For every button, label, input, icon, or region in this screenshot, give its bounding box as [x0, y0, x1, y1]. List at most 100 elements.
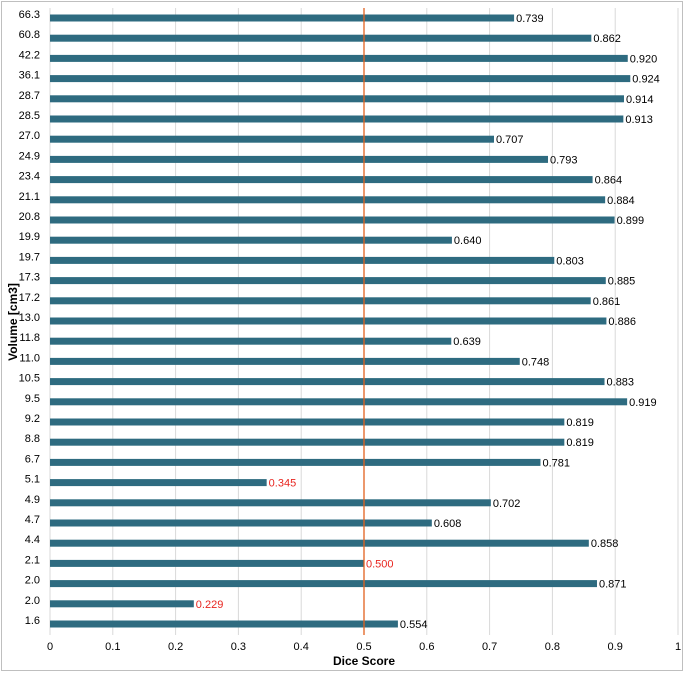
bar	[50, 458, 541, 466]
bar	[50, 216, 615, 224]
bar-value-label: 0.639	[453, 336, 481, 348]
bar-value-label: 0.883	[607, 377, 635, 389]
value-labels: 0.739 0.862 0.920 0.924 0.914 0.913 0.707 0.793…	[196, 13, 660, 631]
y-tick-label: 36.1	[19, 70, 40, 82]
x-tick-label: 0.2	[168, 641, 183, 653]
bar-value-label: 0.702	[493, 498, 521, 510]
bar	[50, 75, 631, 83]
y-tick-label: 17.3	[19, 272, 40, 284]
bar-value-label: 0.229	[196, 599, 224, 611]
bar	[50, 398, 628, 406]
bar	[50, 519, 432, 527]
bar	[50, 54, 628, 62]
bar	[50, 317, 607, 325]
bar	[50, 176, 593, 184]
bar-value-label: 0.739	[516, 13, 544, 25]
y-tick-label: 2.0	[25, 595, 40, 607]
bar-value-label: 0.640	[454, 235, 482, 247]
bar	[50, 256, 555, 264]
y-tick-label: 42.2	[19, 49, 40, 61]
bar-value-label: 0.748	[522, 356, 550, 368]
y-tick-label: 6.7	[25, 453, 40, 465]
y-tick-label: 17.2	[19, 292, 40, 304]
y-tick-label: 2.1	[25, 554, 40, 566]
y-tick-label: 13.0	[19, 312, 40, 324]
y-tick-label: 2.0	[25, 575, 40, 587]
y-tick-label: 23.4	[19, 171, 40, 183]
y-tick-label: 11.8	[19, 332, 40, 344]
bar	[50, 236, 452, 244]
x-tick-label: 0.6	[419, 641, 434, 653]
bar-value-label: 0.781	[542, 457, 570, 469]
bar	[50, 196, 606, 204]
y-tick-labels: 66.3 60.8 42.2 36.1 28.7 28.5 27.0 24.9 23.4 21.1…	[19, 9, 40, 627]
y-axis-title: Volume [cm3]	[6, 283, 20, 361]
bar	[50, 297, 591, 305]
bar-value-label: 0.707	[496, 134, 524, 146]
bar	[50, 337, 452, 345]
y-tick-label: 4.4	[25, 534, 40, 546]
bar-value-label: 0.819	[566, 437, 594, 449]
y-tick-label: 4.7	[25, 514, 40, 526]
y-tick-label: 5.1	[25, 474, 40, 486]
bar-value-label: 0.899	[617, 215, 645, 227]
y-tick-label: 60.8	[19, 29, 40, 41]
y-tick-label: 21.1	[19, 191, 40, 203]
bar-value-label: 0.884	[607, 195, 635, 207]
bar-value-label: 0.608	[434, 518, 462, 530]
bar-value-label: 0.862	[593, 33, 621, 45]
bar-value-label: 0.913	[625, 114, 653, 126]
y-tick-label: 11.0	[19, 352, 40, 364]
y-tick-label: 8.8	[25, 433, 40, 445]
x-tick-label: 0.5	[356, 641, 371, 653]
y-tick-label: 19.9	[19, 231, 40, 243]
y-tick-label: 66.3	[19, 9, 40, 21]
bar	[50, 155, 549, 163]
bar	[50, 135, 494, 143]
bar	[50, 115, 624, 123]
bar-value-label: 0.554	[400, 619, 428, 631]
x-axis-title: Dice Score	[333, 654, 395, 668]
y-tick-label: 9.2	[25, 413, 40, 425]
bar	[50, 499, 491, 507]
y-tick-label: 28.5	[19, 110, 40, 122]
bar-value-label: 0.858	[591, 538, 619, 550]
x-tick-label: 0.3	[231, 641, 246, 653]
x-tick-label: 0.4	[294, 641, 309, 653]
x-tick-label: 0.9	[608, 641, 623, 653]
y-tick-label: 27.0	[19, 130, 40, 142]
bar	[50, 559, 364, 567]
y-tick-label: 19.7	[19, 251, 40, 263]
bar	[50, 14, 515, 22]
x-tick-label: 0.7	[482, 641, 497, 653]
x-tick-label: 1	[675, 641, 681, 653]
bar	[50, 479, 267, 487]
y-tick-label: 9.5	[25, 393, 40, 405]
bar-value-label: 0.914	[626, 94, 654, 106]
bar	[50, 95, 624, 103]
bar-value-label: 0.864	[595, 175, 623, 187]
bar	[50, 539, 589, 547]
bar	[50, 620, 398, 628]
bar-value-label: 0.924	[632, 74, 660, 86]
bar	[50, 418, 565, 426]
y-tick-label: 24.9	[19, 150, 40, 162]
bar-value-label: 0.885	[608, 276, 636, 288]
y-tick-label: 20.8	[19, 211, 40, 223]
bar-value-label: 0.861	[593, 296, 621, 308]
bar-value-label: 0.500	[366, 558, 394, 570]
x-tick-label: 0.8	[545, 641, 560, 653]
bar	[50, 438, 565, 446]
bar	[50, 378, 605, 386]
bars	[50, 14, 631, 628]
x-tick-label: 0.1	[105, 641, 120, 653]
bar-value-label: 0.819	[566, 417, 594, 429]
bar	[50, 600, 194, 608]
y-tick-label: 10.5	[19, 373, 40, 385]
bar	[50, 34, 592, 42]
x-tick-labels: 0 0.1 0.2 0.3 0.4 0.5 0.6 0.7 0.8 0.9 1	[47, 641, 681, 653]
bar	[50, 277, 606, 285]
bar	[50, 357, 520, 365]
